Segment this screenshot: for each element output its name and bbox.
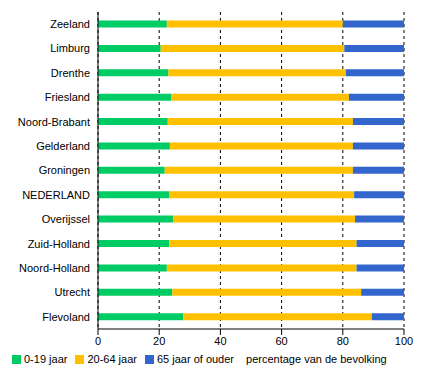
svg-text:Noord-Holland: Noord-Holland <box>19 262 90 274</box>
html-text:percentage van de bevolking: percentage van de bevolking <box>246 353 387 365</box>
svg-text:Groningen: Groningen <box>39 164 90 176</box>
svg-text:Drenthe: Drenthe <box>51 67 90 79</box>
svg-text:Friesland: Friesland <box>45 91 90 103</box>
svg-text:80: 80 <box>337 335 349 347</box>
html-text:0-19 jaar: 0-19 jaar <box>24 353 68 365</box>
svg-text:Noord-Brabant: Noord-Brabant <box>18 116 90 128</box>
svg-text:Zeeland: Zeeland <box>50 18 90 30</box>
html-text:65 jaar of ouder: 65 jaar of ouder <box>157 353 234 365</box>
svg-text:Flevoland: Flevoland <box>42 311 90 323</box>
svg-text:Zuid-Holland: Zuid-Holland <box>28 238 90 250</box>
svg-text:0: 0 <box>95 335 101 347</box>
svg-text:20: 20 <box>153 335 165 347</box>
svg-text:40: 40 <box>214 335 226 347</box>
svg-text:Gelderland: Gelderland <box>36 140 90 152</box>
svg-text:60: 60 <box>275 335 287 347</box>
svg-text:Overijssel: Overijssel <box>42 213 90 225</box>
svg-text:100: 100 <box>395 335 413 347</box>
svg-text:NEDERLAND: NEDERLAND <box>22 189 90 201</box>
svg-text:Utrecht: Utrecht <box>55 286 90 298</box>
html-text:20-64 jaar: 20-64 jaar <box>87 353 137 365</box>
svg-text:Limburg: Limburg <box>50 42 90 54</box>
